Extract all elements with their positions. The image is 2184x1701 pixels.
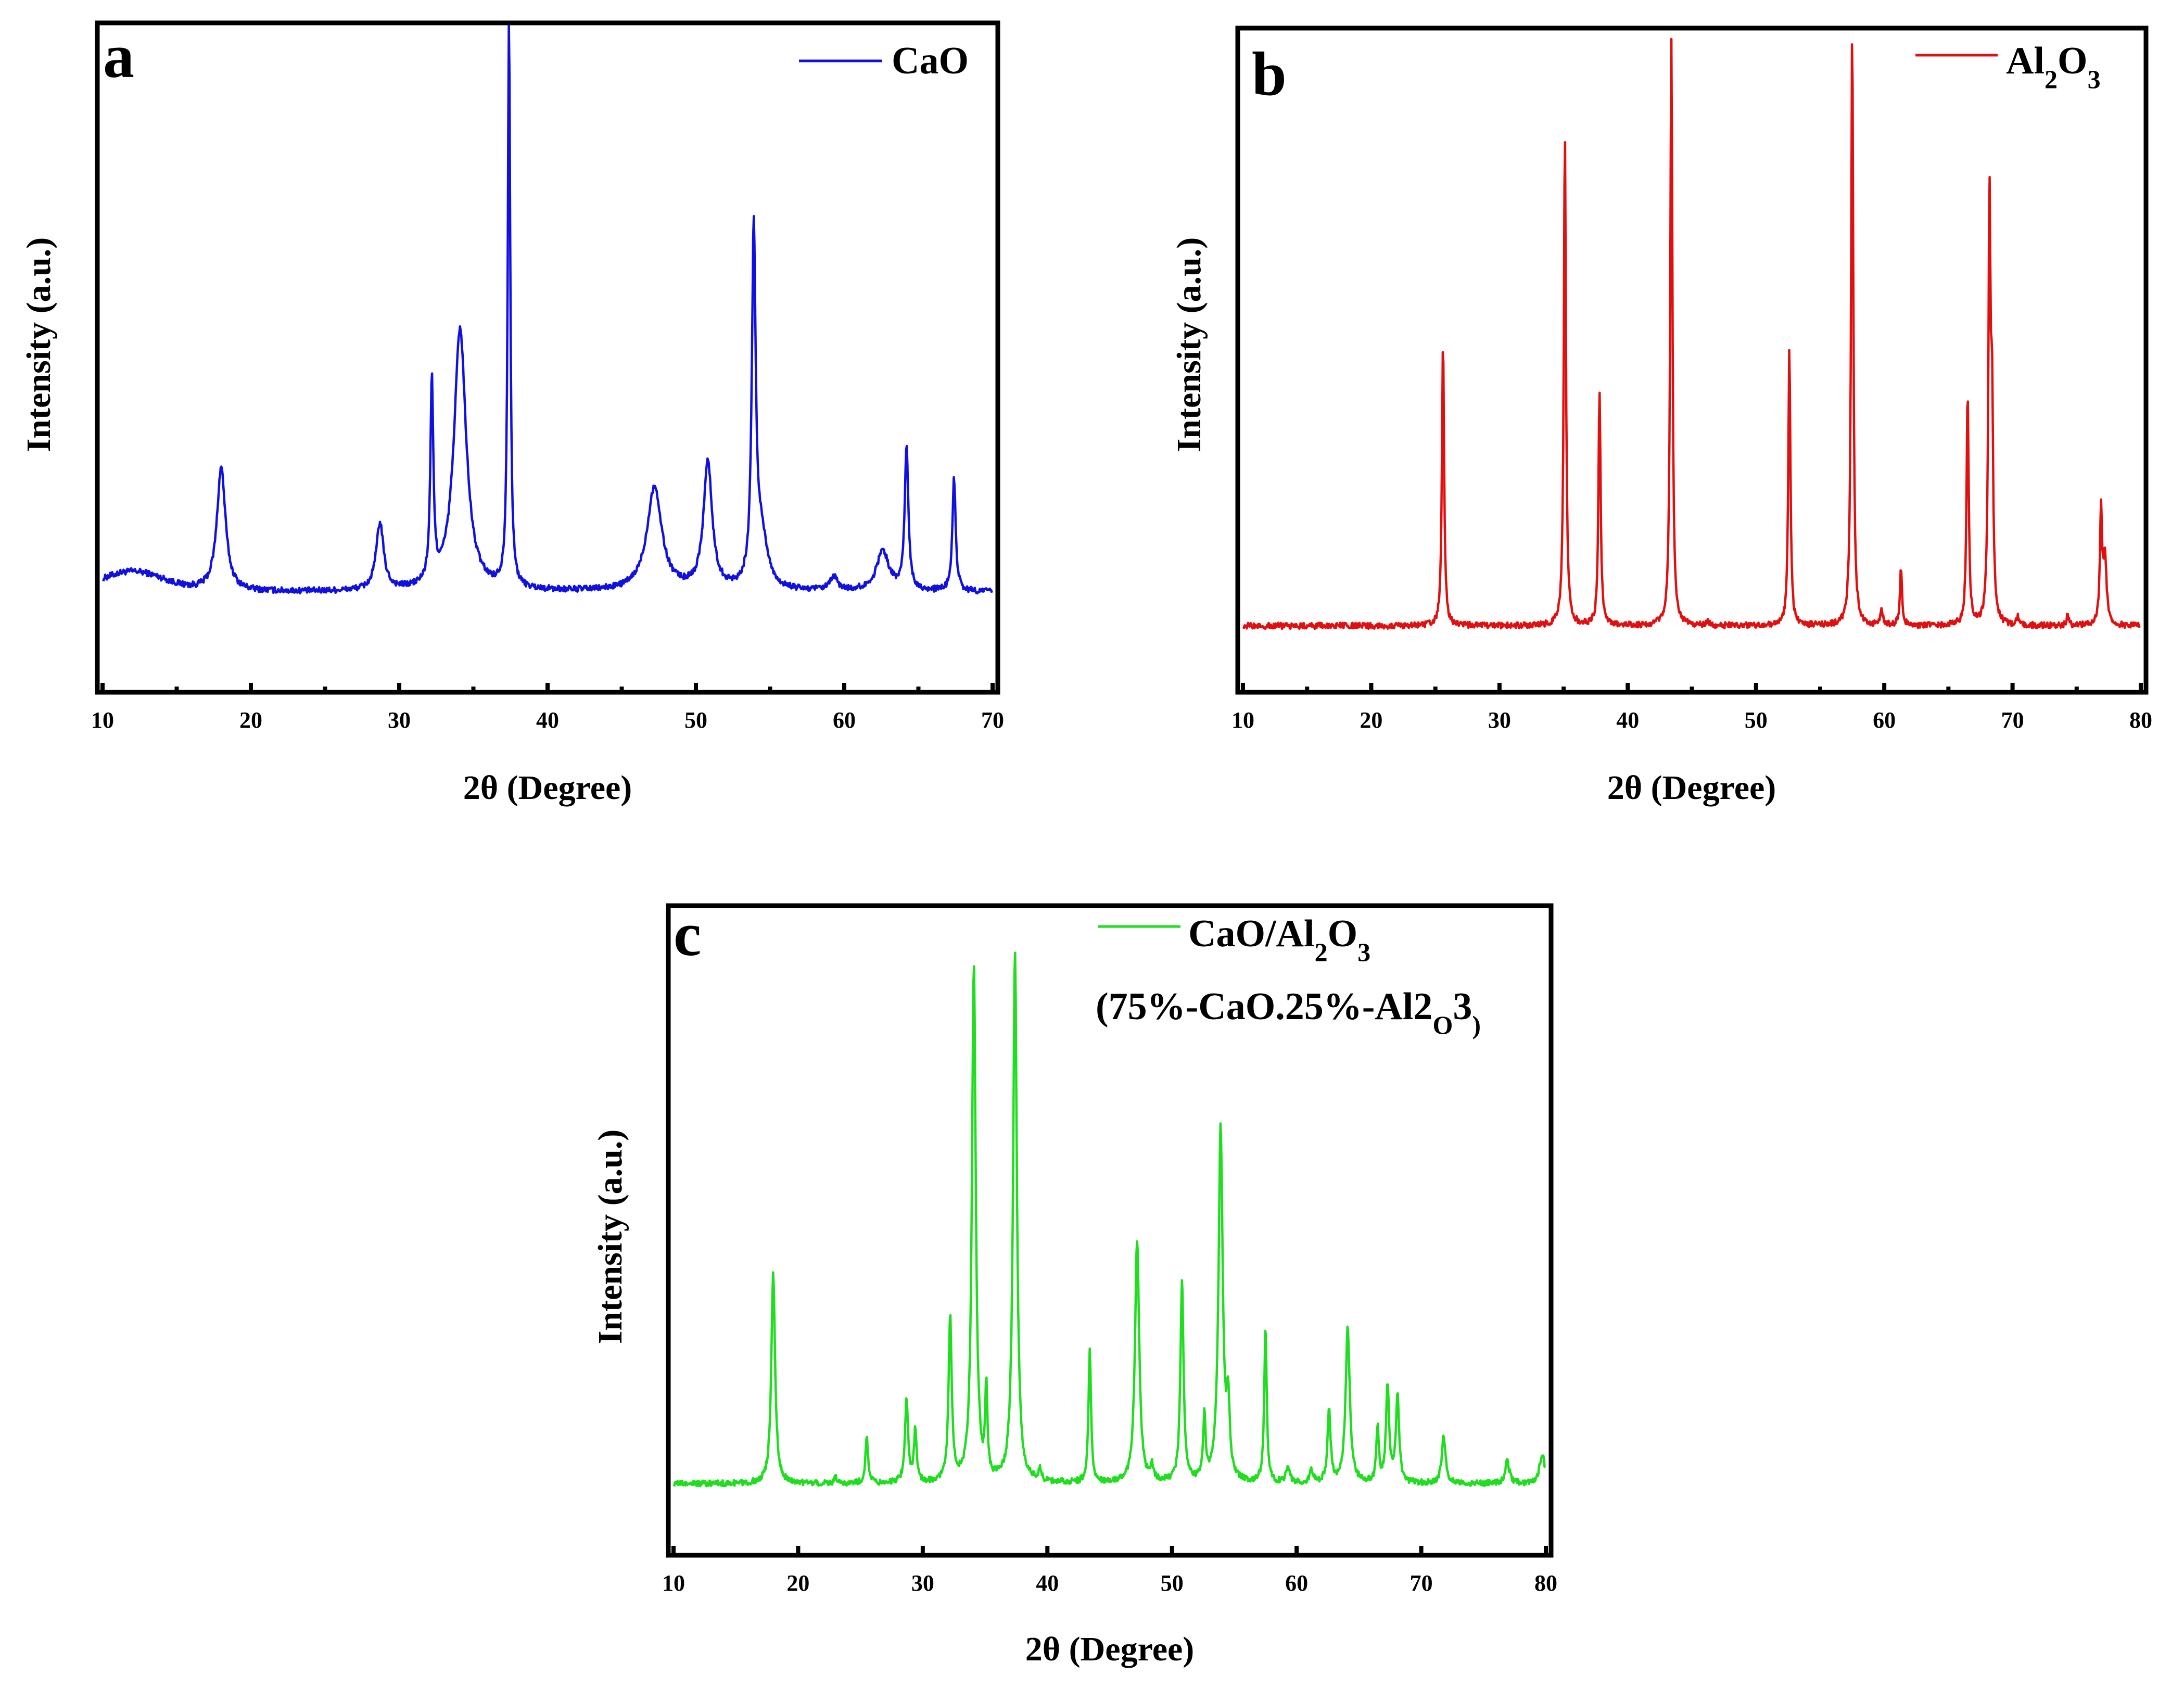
panel-a-tick-label: 70 [981,707,1004,733]
panel-a-tick-label: 60 [833,707,856,733]
panel-a: a 10 20 30 40 50 60 70 CaO 2θ (Degree) Intensi… [20,20,1004,807]
panel-c-tick-label: 50 [1161,1570,1184,1596]
panel-b-tick-label: 80 [2129,707,2152,733]
panel-c-x-axis-ticks: 10 20 30 40 50 60 70 80 [662,1546,1557,1596]
panel-a-legend-label: CaO [892,40,969,82]
panel-b-x-axis-ticks: 10 20 30 40 50 60 70 80 [1231,683,2152,733]
panel-c-tick-label: 80 [1534,1570,1557,1596]
panel-b-tick-label: 70 [2001,707,2024,733]
panel-c-series-line [672,951,1546,1488]
panel-c-tick-label: 10 [662,1570,685,1596]
panel-b-letter: b [1252,39,1287,108]
panel-c-legend-label: CaO/Al2O3 [1188,912,1370,967]
panel-a-letter: a [103,21,134,91]
panel-b-legend: Al2O3 [1915,40,2101,94]
panel-b-tick-label: 20 [1360,707,1382,733]
panel-c-tick-label: 40 [1036,1570,1059,1596]
panel-a-legend: CaO [799,40,969,82]
panel-c-x-axis-title: 2θ (Degree) [1025,1630,1195,1668]
panel-b-tick-label: 10 [1231,707,1254,733]
panel-c-tick-label: 30 [911,1570,934,1596]
panel-a-x-axis-ticks: 10 20 30 40 50 60 70 [91,683,1004,733]
panel-a-tick-label: 10 [91,707,114,733]
panel-b-tick-label: 50 [1745,707,1768,733]
panel-b: b 10 20 30 40 50 60 70 80 Al2O3 2θ (Degree) Int… [1170,26,2152,807]
panel-a-tick-label: 50 [684,707,707,733]
panel-a-tick-label: 40 [536,707,559,733]
panel-b-tick-label: 40 [1616,707,1639,733]
panel-c-plot-frame [666,903,1554,1558]
panel-c-y-axis-title: Intensity (a.u.) [591,1129,629,1344]
panel-a-y-axis-title: Intensity (a.u.) [20,237,58,452]
panel-c-legend-composition: (75%-CaO.25%-Al2O3) [1096,985,1481,1039]
panel-b-tick-label: 60 [1873,707,1896,733]
panel-c-letter: c [674,899,701,969]
panel-c-tick-label: 70 [1410,1570,1433,1596]
panel-a-series-line [102,23,993,595]
panel-b-series-line [1242,37,2141,630]
panel-b-tick-label: 30 [1488,707,1511,733]
panel-b-legend-label: Al2O3 [2006,40,2101,94]
panel-a-x-axis-title: 2θ (Degree) [463,769,632,807]
panel-b-x-axis-title: 2θ (Degree) [1607,769,1776,807]
panel-c: c 10 20 30 40 50 60 70 80 CaO/Al2O3 (75%-CaO.25… [591,899,1557,1668]
panel-c-legend: CaO/Al2O3 (75%-CaO.25%-Al2O3) [1096,912,1481,1039]
panel-a-tick-label: 20 [239,707,262,733]
panel-c-tick-label: 20 [786,1570,809,1596]
panel-a-tick-label: 30 [388,707,411,733]
panel-c-tick-label: 60 [1285,1570,1308,1596]
panel-b-y-axis-title: Intensity (a.u.) [1170,237,1208,452]
